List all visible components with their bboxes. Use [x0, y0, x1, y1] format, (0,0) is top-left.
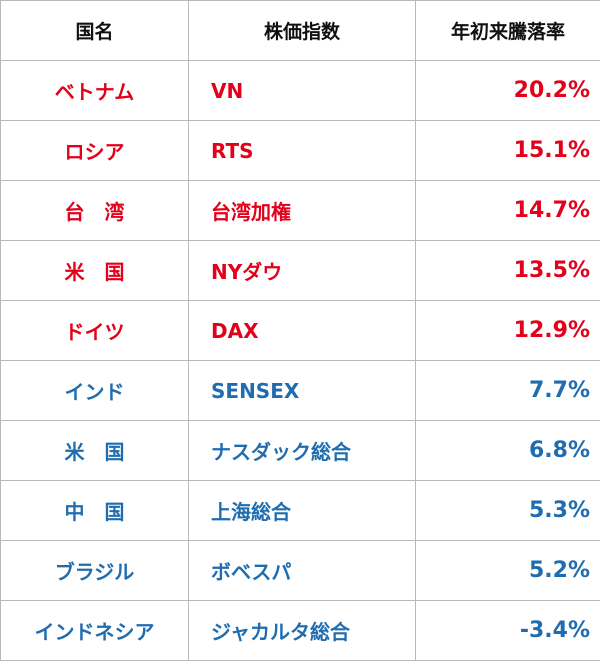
- change-cell: 5.3%: [415, 480, 600, 541]
- index-cell: 台湾加権: [188, 180, 416, 241]
- table-row: ブラジル ボベスパ 5.2%: [0, 540, 600, 601]
- table-row: インドネシア ジャカルタ総合 -3.4%: [0, 600, 600, 661]
- index-cell: DAX: [188, 300, 416, 361]
- table-row: 米 国 NYダウ 13.5%: [0, 240, 600, 301]
- index-cell: ナスダック総合: [188, 420, 416, 481]
- header-cell: 株価指数: [188, 0, 416, 61]
- index-cell: VN: [188, 60, 416, 121]
- country-cell: ベトナム: [0, 60, 189, 121]
- table-row: インド SENSEX 7.7%: [0, 360, 600, 421]
- country-cell: 米 国: [0, 420, 189, 481]
- country-cell: インド: [0, 360, 189, 421]
- index-cell: SENSEX: [188, 360, 416, 421]
- table-row: ロシア RTS 15.1%: [0, 120, 600, 181]
- index-cell: 上海総合: [188, 480, 416, 541]
- change-cell: 7.7%: [415, 360, 600, 421]
- change-cell: 12.9%: [415, 300, 600, 361]
- country-cell: ブラジル: [0, 540, 189, 601]
- index-cell: ジャカルタ総合: [188, 600, 416, 661]
- change-cell: 5.2%: [415, 540, 600, 601]
- change-cell: 20.2%: [415, 60, 600, 121]
- header-cell: 年初来騰落率: [415, 0, 600, 61]
- table-row: 台 湾台湾加権 14.7%: [0, 180, 600, 241]
- country-cell: 中 国: [0, 480, 189, 541]
- index-cell: NYダウ: [188, 240, 416, 301]
- table-row: ドイツ DAX 12.9%: [0, 300, 600, 361]
- index-cell: ボベスパ: [188, 540, 416, 601]
- country-cell: ドイツ: [0, 300, 189, 361]
- change-cell: -3.4%: [415, 600, 600, 661]
- index-cell: RTS: [188, 120, 416, 181]
- table-row: 米 国ナスダック総合 6.8%: [0, 420, 600, 481]
- table-row: ベトナム VN 20.2%: [0, 60, 600, 121]
- change-cell: 13.5%: [415, 240, 600, 301]
- change-cell: 15.1%: [415, 120, 600, 181]
- change-cell: 14.7%: [415, 180, 600, 241]
- table-body: ベトナム VN 20.2% ロシア RTS 15.1% 台 湾台湾加権 14.7% 米 国 NYダ…: [0, 60, 600, 661]
- change-cell: 6.8%: [415, 420, 600, 481]
- country-cell: インドネシア: [0, 600, 189, 661]
- table-row: 中 国上海総合 5.3%: [0, 480, 600, 541]
- header-cell: 国名: [0, 0, 189, 61]
- header-row: 国名 株価指数 年初来騰落率: [0, 0, 600, 61]
- country-cell: 米 国: [0, 240, 189, 301]
- country-cell: ロシア: [0, 120, 189, 181]
- country-cell: 台 湾: [0, 180, 189, 241]
